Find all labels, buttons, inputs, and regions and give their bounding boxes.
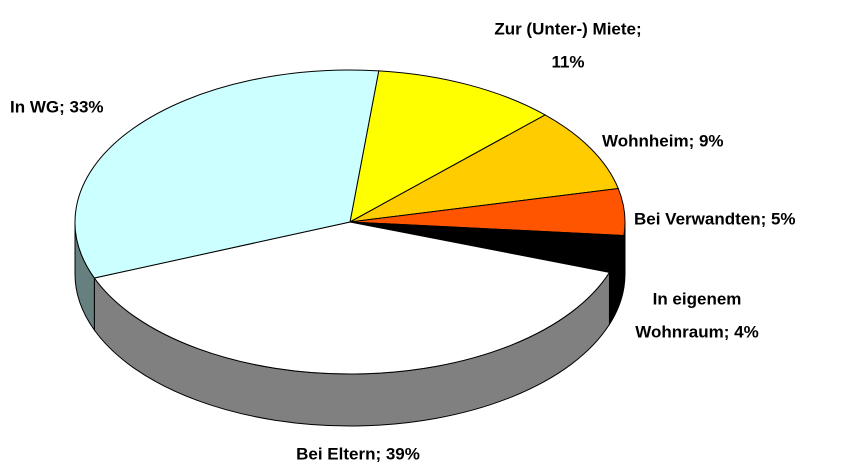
data-label: Bei Eltern; 39% <box>296 444 420 463</box>
data-label: Wohnheim; 9% <box>602 131 724 150</box>
pie-slice <box>349 114 619 223</box>
pie-slice <box>74 69 380 279</box>
data-label: Wohnraum; 4% <box>635 322 758 341</box>
data-label: In WG; 33% <box>10 97 104 116</box>
data-label: Zur (Unter-) Miete; <box>494 19 641 38</box>
pie-slice <box>349 70 547 223</box>
pie-slice <box>93 221 611 375</box>
data-label: Bei Verwandten; 5% <box>634 209 796 228</box>
data-label: 11% <box>551 52 584 71</box>
data-label: In eigenem <box>653 289 742 308</box>
